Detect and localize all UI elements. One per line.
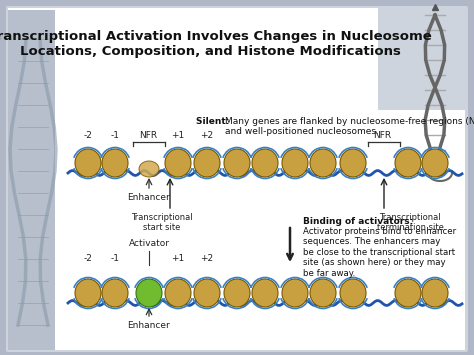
Text: NFR: NFR (139, 131, 157, 140)
Ellipse shape (282, 149, 308, 177)
Ellipse shape (310, 149, 336, 177)
Ellipse shape (75, 279, 101, 307)
Ellipse shape (252, 279, 278, 307)
Ellipse shape (282, 279, 308, 307)
Text: Enhancer: Enhancer (128, 193, 170, 202)
Ellipse shape (75, 149, 101, 177)
Text: +1: +1 (172, 131, 185, 140)
Text: -2: -2 (83, 131, 92, 140)
Bar (8, 8, 378, 115)
Text: Binding of activators:: Binding of activators: (303, 217, 413, 226)
Text: -2: -2 (83, 254, 92, 263)
Ellipse shape (224, 279, 250, 307)
Text: Transcriptional Activation Involves Changes in Nucleosome
Locations, Composition: Transcriptional Activation Involves Chan… (0, 30, 431, 58)
Text: -1: -1 (110, 131, 119, 140)
Ellipse shape (102, 149, 128, 177)
Text: Many genes are flanked by nucleosome-free regions (NFR)
and well-positioned nucl: Many genes are flanked by nucleosome-fre… (225, 117, 474, 136)
Ellipse shape (102, 279, 128, 307)
Ellipse shape (395, 279, 421, 307)
Text: +2: +2 (201, 254, 214, 263)
Text: Transcriptional
termination site: Transcriptional termination site (376, 213, 444, 233)
Ellipse shape (310, 279, 336, 307)
Ellipse shape (194, 279, 220, 307)
Text: -1: -1 (110, 254, 119, 263)
Ellipse shape (340, 149, 366, 177)
Ellipse shape (395, 149, 421, 177)
Ellipse shape (136, 279, 162, 307)
Ellipse shape (139, 161, 159, 177)
Ellipse shape (165, 279, 191, 307)
Text: Transcriptional
start site: Transcriptional start site (131, 213, 193, 233)
Ellipse shape (165, 149, 191, 177)
Ellipse shape (422, 149, 448, 177)
Text: Silent:: Silent: (196, 117, 233, 126)
Ellipse shape (252, 149, 278, 177)
Text: Enhancer: Enhancer (128, 321, 170, 330)
Bar (55, 110, 465, 350)
Text: +2: +2 (201, 131, 214, 140)
Text: Activator proteins bind to enhancer
sequences. The enhancers may
be close to the: Activator proteins bind to enhancer sequ… (303, 227, 456, 278)
Ellipse shape (224, 149, 250, 177)
Text: NFR: NFR (373, 131, 391, 140)
Text: +1: +1 (172, 254, 185, 263)
Ellipse shape (340, 279, 366, 307)
Bar (8, 10, 55, 350)
Text: Activator: Activator (128, 239, 170, 248)
Ellipse shape (194, 149, 220, 177)
FancyBboxPatch shape (6, 6, 468, 352)
Ellipse shape (422, 279, 448, 307)
